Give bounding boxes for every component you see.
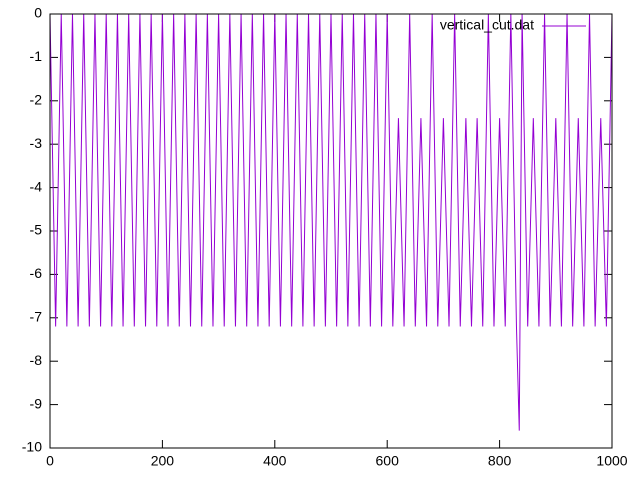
x-tick-label: 200: [151, 453, 175, 469]
y-tick-label: -10: [22, 439, 42, 455]
y-tick-label: -3: [30, 135, 43, 151]
plot-frame: [49, 13, 613, 449]
x-tick-label: 800: [488, 453, 512, 469]
y-tick-label: -4: [30, 178, 43, 194]
y-tick-label: -7: [30, 309, 43, 325]
data-line: [49, 13, 613, 431]
y-tick-label: -6: [30, 265, 43, 281]
y-tick-label: -1: [30, 48, 43, 64]
y-tick-label: -8: [30, 352, 43, 368]
y-tick-label: -2: [30, 92, 43, 108]
y-tick-label: 0: [34, 5, 42, 21]
legend-label: vertical_cut.dat: [440, 17, 534, 33]
y-tick-label: -5: [30, 222, 43, 238]
y-tick-label: -9: [30, 395, 43, 411]
x-tick-label: 600: [376, 453, 400, 469]
x-tick-label: 1000: [596, 453, 627, 469]
x-tick-label: 0: [46, 453, 54, 469]
x-tick-label: 400: [263, 453, 287, 469]
